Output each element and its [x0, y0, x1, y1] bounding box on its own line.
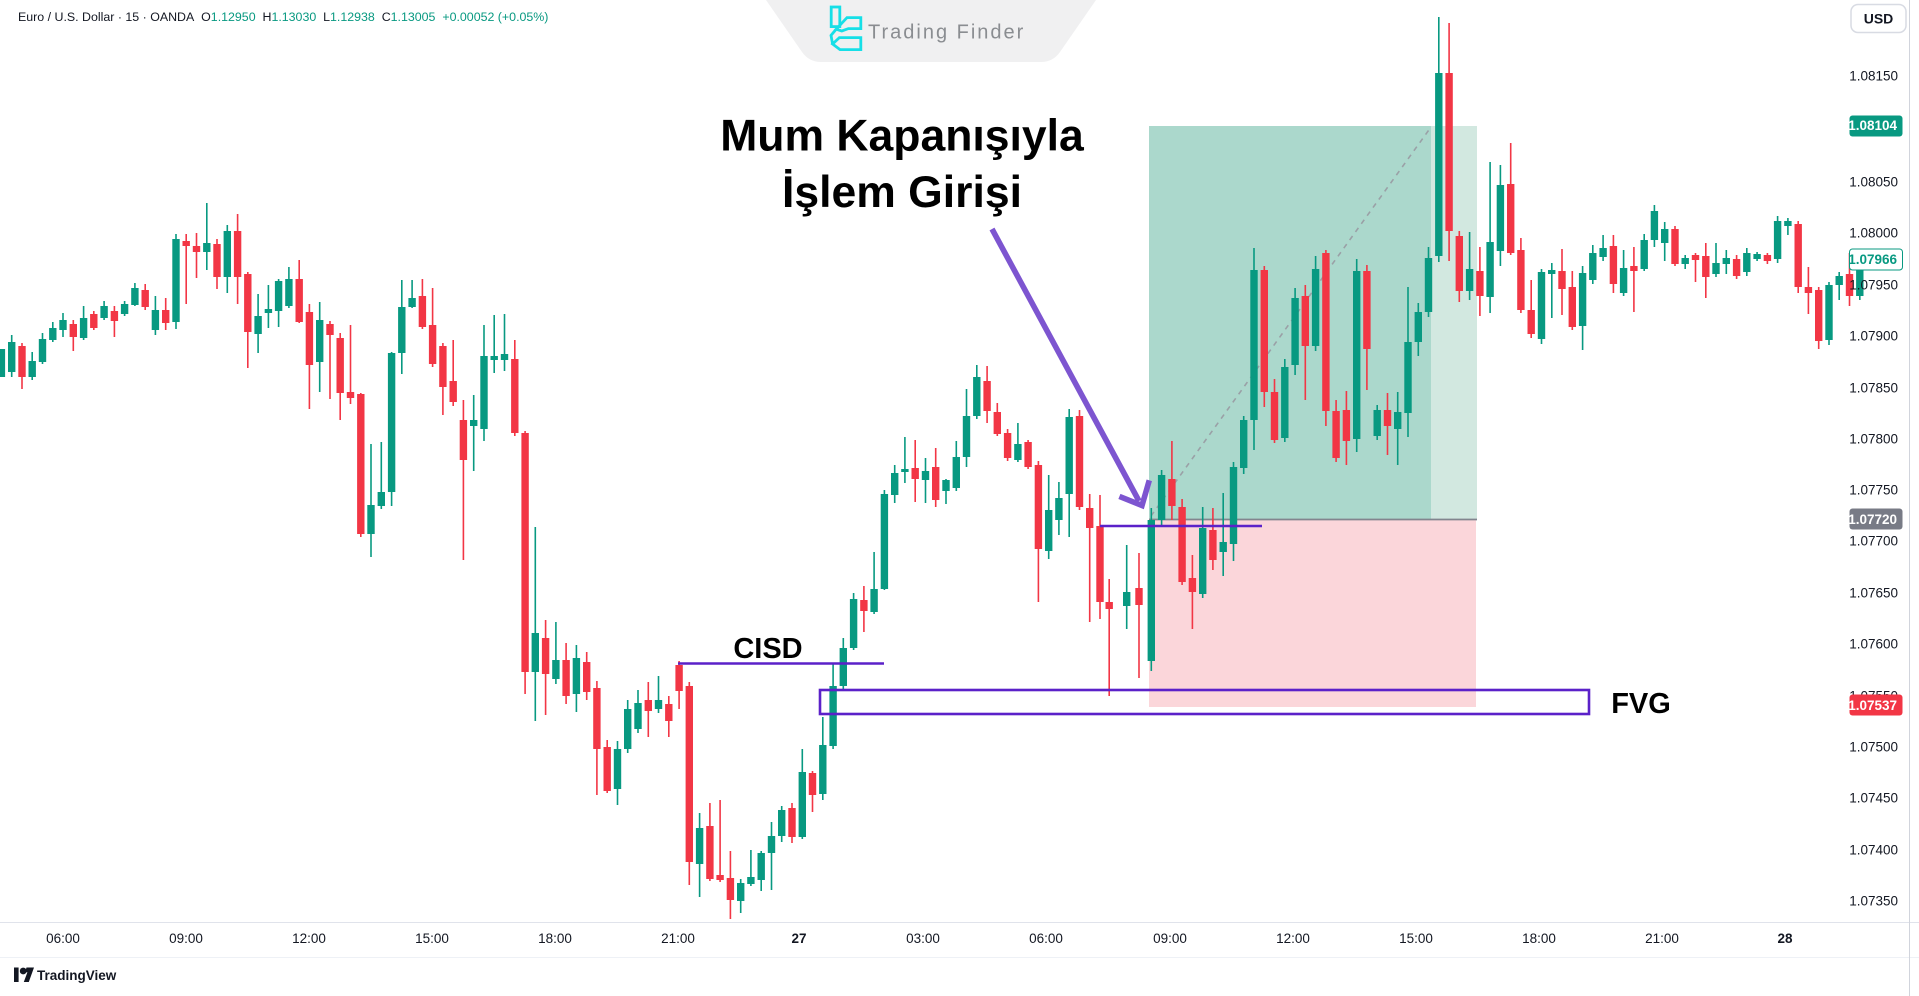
svg-text:18:00: 18:00 — [538, 931, 572, 946]
svg-text:1.07966: 1.07966 — [1848, 252, 1897, 267]
svg-text:Euro / U.S. Dollar · 15 · OAND: Euro / U.S. Dollar · 15 · OANDA O1.12950… — [18, 10, 548, 24]
svg-text:1.07750: 1.07750 — [1849, 483, 1898, 498]
svg-text:21:00: 21:00 — [1645, 931, 1679, 946]
svg-text:03:00: 03:00 — [906, 931, 940, 946]
svg-text:1.07650: 1.07650 — [1849, 586, 1898, 601]
svg-text:1.07900: 1.07900 — [1849, 329, 1898, 344]
svg-text:1.07500: 1.07500 — [1849, 740, 1898, 755]
svg-text:12:00: 12:00 — [1276, 931, 1310, 946]
svg-text:Mum Kapanışıyla: Mum Kapanışıyla — [720, 112, 1085, 161]
svg-text:1.07950: 1.07950 — [1849, 278, 1898, 293]
svg-text:28: 28 — [1777, 931, 1793, 946]
svg-text:1.08050: 1.08050 — [1849, 175, 1898, 190]
svg-text:1.07800: 1.07800 — [1849, 432, 1898, 447]
svg-text:15:00: 15:00 — [415, 931, 449, 946]
svg-text:1.07700: 1.07700 — [1849, 534, 1898, 549]
svg-text:06:00: 06:00 — [46, 931, 80, 946]
svg-text:09:00: 09:00 — [169, 931, 203, 946]
svg-text:USD: USD — [1864, 11, 1894, 27]
svg-text:1.07400: 1.07400 — [1849, 843, 1898, 858]
svg-text:1.08104: 1.08104 — [1848, 118, 1897, 133]
svg-text:TradingView: TradingView — [37, 968, 117, 983]
svg-text:06:00: 06:00 — [1029, 931, 1063, 946]
svg-text:1.07720: 1.07720 — [1848, 512, 1897, 527]
svg-text:1.08000: 1.08000 — [1849, 226, 1898, 241]
svg-text:27: 27 — [791, 931, 806, 946]
svg-text:21:00: 21:00 — [661, 931, 695, 946]
svg-text:18:00: 18:00 — [1522, 931, 1556, 946]
svg-text:CISD: CISD — [733, 633, 802, 665]
svg-text:1.08150: 1.08150 — [1849, 69, 1898, 84]
svg-text:15:00: 15:00 — [1399, 931, 1433, 946]
svg-text:1.07537: 1.07537 — [1848, 698, 1897, 713]
svg-text:FVG: FVG — [1611, 688, 1671, 720]
svg-text:09:00: 09:00 — [1153, 931, 1187, 946]
svg-text:1.07600: 1.07600 — [1849, 637, 1898, 652]
svg-text:12:00: 12:00 — [292, 931, 326, 946]
svg-text:1.07450: 1.07450 — [1849, 791, 1898, 806]
svg-text:Trading Finder: Trading Finder — [868, 22, 1025, 44]
svg-text:1.07350: 1.07350 — [1849, 894, 1898, 909]
svg-text:1.07850: 1.07850 — [1849, 381, 1898, 396]
svg-text:İşlem Girişi: İşlem Girişi — [782, 168, 1022, 217]
